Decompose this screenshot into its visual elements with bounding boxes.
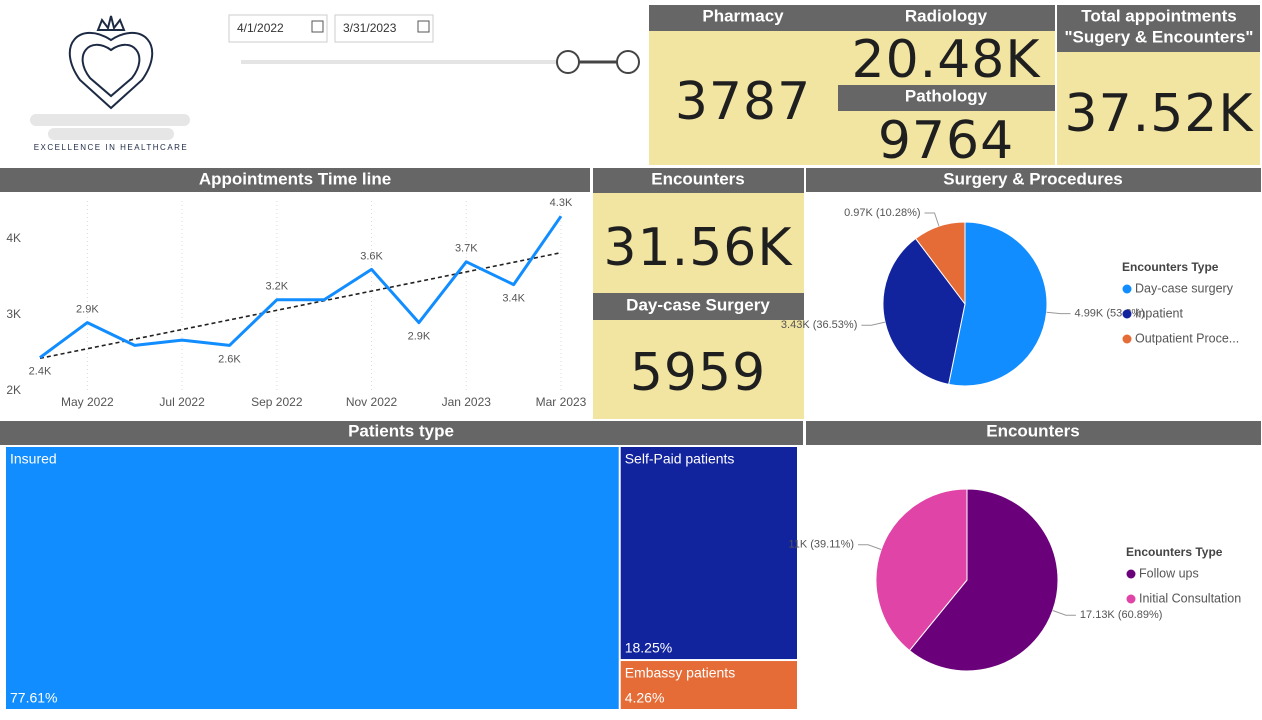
calendar-icon[interactable] [311, 20, 324, 33]
leader-line [1052, 610, 1076, 616]
card-subtitle: "Sugery & Encounters" [1065, 27, 1254, 46]
logo [68, 15, 154, 110]
legend-marker [1122, 309, 1132, 319]
chart-title: Appointments Time line [199, 169, 391, 188]
legend-marker [1126, 594, 1136, 604]
title-bar [806, 421, 1261, 445]
x-tick-label: May 2022 [61, 395, 114, 409]
chart-title: Encounters [986, 421, 1080, 440]
treemap-tile [620, 447, 797, 660]
data-label: 2.9K [408, 331, 431, 343]
card-header [838, 5, 1055, 31]
data-label: 11K (39.11%) [788, 539, 854, 551]
x-tick-label: Jul 2022 [159, 395, 205, 409]
tile-value: 77.61% [10, 690, 57, 706]
treemap-tile [620, 661, 797, 709]
card-title: Encounters [651, 169, 745, 188]
treemap-tile [6, 447, 619, 709]
legend-label: Day-case surgery [1135, 281, 1234, 295]
pie-slice [875, 488, 968, 652]
leader-line [1046, 311, 1071, 315]
tile-label: Insured [10, 451, 57, 467]
data-label: 3.7K [455, 243, 478, 255]
logo-tagline: EXCELLENCE IN HEALTHCARE [34, 143, 189, 152]
title-bar [806, 168, 1261, 192]
card-value: 20.48K [852, 30, 1042, 90]
card-title: Pharmacy [702, 6, 784, 25]
data-label: 3.43K (36.53%) [781, 319, 857, 331]
leader-line [924, 212, 940, 227]
end-date[interactable]: 3/31/2023 [343, 21, 397, 35]
legend-label: Follow ups [1139, 566, 1199, 580]
logo-blur [30, 114, 190, 126]
data-label: 3.4K [502, 293, 525, 305]
slider-handle[interactable] [556, 50, 580, 74]
start-date[interactable]: 4/1/2022 [237, 21, 284, 35]
logo-blur [48, 128, 174, 140]
pie-slice [948, 221, 1048, 387]
y-tick-label: 4K [6, 231, 21, 245]
card-value: 37.52K [1065, 84, 1255, 144]
tile-value: 18.25% [625, 640, 672, 656]
x-tick-label: Nov 2022 [346, 395, 398, 409]
card-value: 3787 [675, 72, 811, 132]
tile-label: Self-Paid patients [625, 451, 735, 467]
card-title: Total appointments [1081, 6, 1237, 25]
data-label: 3.2K [265, 281, 288, 293]
tile-value: 4.26% [625, 690, 665, 706]
legend-title: Encounters Type [1122, 260, 1219, 274]
title-bar [0, 421, 803, 445]
leader-line [861, 321, 886, 326]
data-label: 4.3K [550, 197, 573, 209]
tile-label: Embassy patients [625, 665, 736, 681]
title-bar [0, 168, 590, 192]
x-tick-label: Jan 2023 [442, 395, 492, 409]
x-tick-label: Mar 2023 [536, 395, 587, 409]
legend-label: Outpatient Proce... [1135, 331, 1239, 345]
card-header [649, 5, 838, 31]
card-title: Day-case Surgery [626, 295, 770, 314]
chart-title: Surgery & Procedures [943, 169, 1123, 188]
card-header [593, 293, 804, 320]
legend-label: Inpatient [1135, 306, 1183, 320]
line [39, 215, 563, 359]
calendar-icon[interactable] [417, 20, 430, 33]
legend-label: Initial Consultation [1139, 591, 1241, 605]
date-input[interactable] [228, 14, 328, 43]
card-value: 31.56K [604, 218, 794, 278]
slider-handle[interactable] [616, 50, 640, 74]
card-title: Radiology [905, 6, 988, 25]
chart-title: Patients type [348, 421, 454, 440]
date-input[interactable] [334, 14, 434, 43]
card-header [593, 168, 804, 193]
card-header [1057, 5, 1260, 52]
x-tick-label: Sep 2022 [251, 395, 303, 409]
pie-slice [914, 221, 966, 306]
data-label: 2.6K [218, 353, 241, 365]
card-value: 5959 [630, 343, 766, 403]
legend-title: Encounters Type [1126, 545, 1223, 559]
card-title: Pathology [905, 86, 988, 105]
trend-line [39, 251, 562, 360]
legend-marker [1122, 334, 1132, 344]
legend-marker [1126, 569, 1136, 579]
data-label: 0.97K (10.28%) [844, 207, 920, 219]
data-label: 17.13K (60.89%) [1080, 609, 1163, 621]
data-label: 2.9K [76, 304, 99, 316]
leader-line [858, 544, 882, 550]
y-tick-label: 3K [6, 307, 21, 321]
card-value: 9764 [878, 111, 1014, 171]
data-label: 2.4K [29, 365, 52, 377]
legend-marker [1122, 284, 1132, 294]
y-tick-label: 2K [6, 383, 21, 397]
data-label: 3.6K [360, 250, 383, 262]
pie-slice [882, 237, 966, 385]
card-header [838, 85, 1055, 111]
